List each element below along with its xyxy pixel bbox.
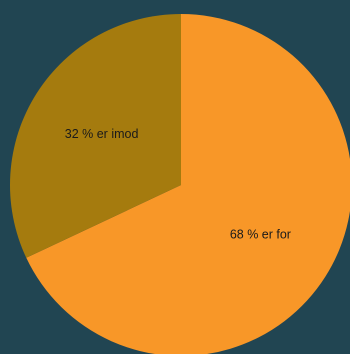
pie-slice-label-0: 68 % er for xyxy=(230,228,291,242)
pie-slice-label-1: 32 % er imod xyxy=(65,127,139,141)
pie-slices xyxy=(9,14,350,354)
pie-slice-0 xyxy=(26,14,350,354)
pie-slice-1 xyxy=(9,14,182,258)
pie-labels: 68 % er for 32 % er imod xyxy=(65,127,291,242)
